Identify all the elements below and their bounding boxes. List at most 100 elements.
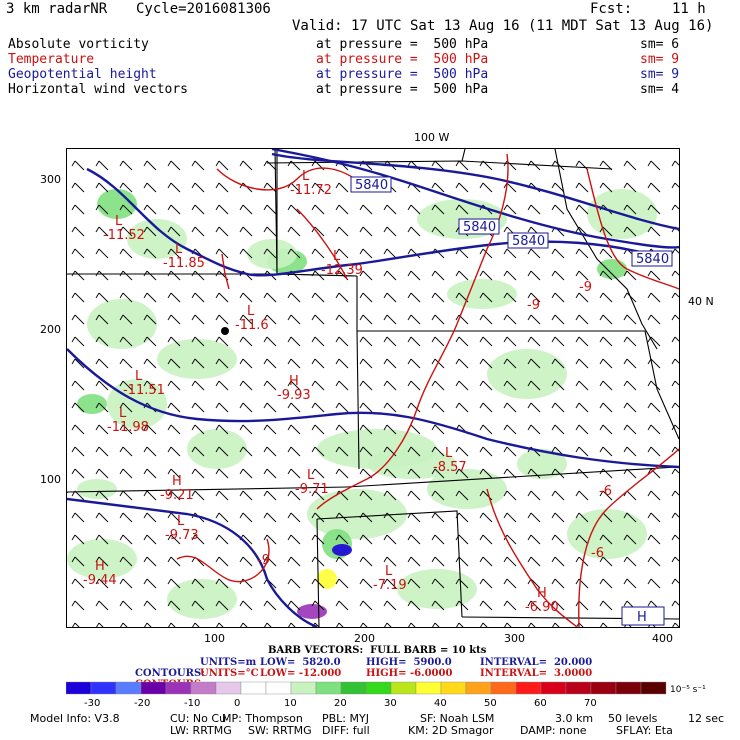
x-tick: 100 xyxy=(204,632,225,645)
svg-text:H: H xyxy=(95,559,105,574)
svg-text:-9.71: -9.71 xyxy=(295,482,329,497)
field-sm: sm= 4 xyxy=(640,82,680,97)
svg-text:-9.21: -9.21 xyxy=(160,488,194,503)
colorbar-swatch xyxy=(490,681,517,695)
colorbar-swatch xyxy=(165,681,192,695)
svg-text:-11.98: -11.98 xyxy=(107,420,149,435)
temperature-extremum-label: H-6.90 xyxy=(525,586,559,615)
svg-text:-11.51: -11.51 xyxy=(123,383,165,398)
contour-units: UNITS=°C xyxy=(200,668,259,679)
svg-text:-12.39: -12.39 xyxy=(321,263,363,278)
temperature-extremum-label: H-9.44 xyxy=(83,559,117,588)
latitude-label: 40 N xyxy=(688,295,714,308)
valid-time: Valid: 17 UTC Sat 13 Aug 16 (11 MDT Sat … xyxy=(292,18,714,34)
contours-height-row: CONTOURS: xyxy=(128,657,205,679)
field-sm: sm= 6 xyxy=(640,37,680,52)
svg-text:L: L xyxy=(385,564,393,579)
colorbar-swatch xyxy=(66,681,92,695)
footer-item: 50 levels xyxy=(608,712,658,725)
x-tick: 300 xyxy=(504,632,525,645)
field-name: Temperature xyxy=(8,52,95,67)
svg-text:L: L xyxy=(115,214,123,229)
svg-text:-9.44: -9.44 xyxy=(83,573,117,588)
colorbar-label: -20 xyxy=(134,698,150,708)
colorbar-swatch xyxy=(140,681,167,695)
contour-low: LOW= -12.000 xyxy=(260,668,342,679)
temperature-contours xyxy=(176,153,679,627)
colorbar-swatch xyxy=(190,681,217,695)
field-pressure: at pressure = 500 hPa xyxy=(316,67,489,82)
contour-low: LOW= 5820.0 xyxy=(260,657,341,668)
svg-text:5840: 5840 xyxy=(463,220,496,235)
contour-high: HIGH= 5900.0 xyxy=(366,657,452,668)
footer-item: PBL: MYJ xyxy=(322,712,369,725)
svg-text:L: L xyxy=(177,514,185,529)
colorbar-swatch xyxy=(365,681,392,695)
svg-text:L: L xyxy=(135,369,143,384)
footer-item: 12 sec xyxy=(688,712,725,725)
temperature-extremum-label: H-9.21 xyxy=(160,474,194,503)
footer-item: SFLAY: Eta xyxy=(616,724,673,737)
contour-value: -6 xyxy=(599,484,612,499)
colorbar-swatch xyxy=(390,681,417,695)
svg-text:H: H xyxy=(537,586,547,601)
colorbar-swatch xyxy=(240,681,267,695)
field-row-vorticity: Absolute vorticity at pressure = 500 hPa… xyxy=(8,37,734,52)
svg-text:5840: 5840 xyxy=(636,252,669,267)
colorbar-swatch xyxy=(265,681,292,695)
colorbar-swatch xyxy=(615,681,642,695)
svg-text:L: L xyxy=(247,304,255,319)
map-canvas: 5840 5840 5840 5840 L-11.72L-11.52L-11.8… xyxy=(67,149,679,627)
footer-item: DIFF: full xyxy=(322,724,370,737)
colorbar-label: 40 xyxy=(434,698,447,708)
svg-text:L: L xyxy=(175,242,183,257)
svg-text:-7.19: -7.19 xyxy=(373,578,407,593)
y-tick: 100 xyxy=(40,473,61,486)
contour-value: -6 xyxy=(591,546,604,561)
field-name: Geopotential height xyxy=(8,67,157,82)
colorbar-swatch xyxy=(415,681,442,695)
field-sm: sm= 9 xyxy=(640,67,680,82)
contour-interval: INTERVAL= 20.000 xyxy=(480,657,593,668)
height-label-box: 5840 xyxy=(350,176,392,193)
height-label-box: 5840 xyxy=(631,250,673,267)
y-tick: 200 xyxy=(40,323,61,336)
temperature-extremum-label: L-9.73 xyxy=(165,514,199,543)
temperature-extremum-label: L-8.57 xyxy=(433,446,467,475)
colorbar-swatch xyxy=(540,681,567,695)
svg-text:H: H xyxy=(637,610,647,625)
colorbar-swatch xyxy=(590,681,617,695)
contour-high: HIGH= -6.0000 xyxy=(366,668,453,679)
field-name: Absolute vorticity xyxy=(8,37,149,52)
state-borders xyxy=(67,149,679,627)
footer-item: CU: No Cu xyxy=(170,712,227,725)
colorbar-label: 20 xyxy=(334,698,347,708)
colorbar-label: 70 xyxy=(584,698,597,708)
svg-text:-9.93: -9.93 xyxy=(277,388,311,403)
footer-item: LW: RRTMG xyxy=(170,724,232,737)
colorbar-label: -10 xyxy=(184,698,200,708)
x-tick: 200 xyxy=(354,632,375,645)
contour-value: -9 xyxy=(257,553,270,568)
colorbar-swatch xyxy=(215,681,242,695)
temperature-labels: L-11.72L-11.52L-11.85 L-12.39L-11.6L-11.5… xyxy=(83,169,559,615)
map-labels: 5840 5840 5840 5840 xyxy=(350,176,673,267)
field-row-geopotential: Geopotential height at pressure = 500 hP… xyxy=(8,67,734,82)
weather-map: 5840 5840 5840 5840 L -11.72 L -11.52 L -11.8… xyxy=(66,148,680,628)
temperature-extremum-label: L-11.52 xyxy=(103,214,145,243)
contour-value: -9 xyxy=(527,298,540,313)
temperature-extremum-label: L-11.51 xyxy=(123,369,165,398)
footer-item: MP: Thompson xyxy=(222,712,303,725)
colorbar: -30 -20 -10 0 10 20 30 40 50 60 70 10⁻⁵ s⁻¹ xyxy=(66,681,706,708)
colorbar-swatch xyxy=(90,681,117,695)
model-name: 3 km radarNR xyxy=(6,1,108,17)
svg-text:-11.6: -11.6 xyxy=(235,318,269,333)
barb-legend: BARB VECTORS: FULL BARB = 10 kts xyxy=(268,645,487,656)
contour-value: -9 xyxy=(579,280,592,295)
colorbar-swatch xyxy=(515,681,542,695)
colorbar-label: 10 xyxy=(284,698,297,708)
temperature-extremum-label: L-11.98 xyxy=(107,406,149,435)
svg-text:-9.73: -9.73 xyxy=(165,528,199,543)
colorbar-swatch xyxy=(290,681,317,695)
svg-text:-11.52: -11.52 xyxy=(103,228,145,243)
